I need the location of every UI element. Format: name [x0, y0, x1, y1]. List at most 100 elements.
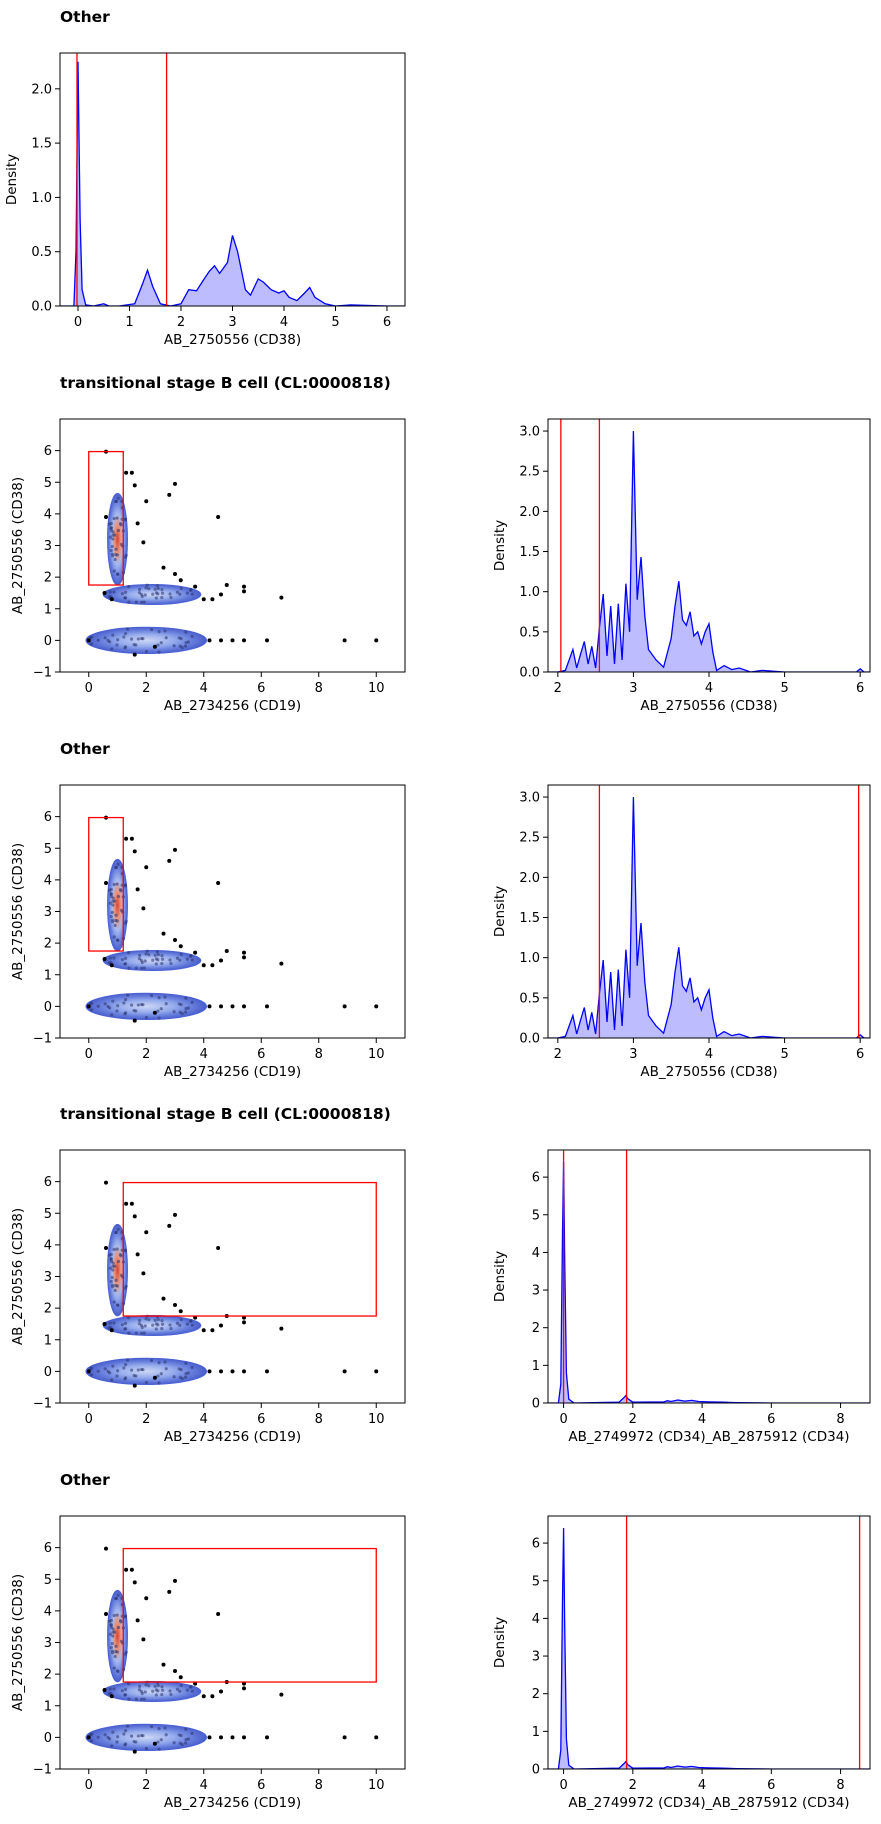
r5p1-scatter-point — [140, 1733, 144, 1738]
r4p1-scatter-point — [111, 1364, 115, 1368]
r3p1-scatter-point — [179, 1003, 183, 1007]
r5p1-scatter-point — [116, 1625, 121, 1630]
r2p1-scatter-point — [155, 584, 159, 588]
r3p1-scatter-point — [123, 1011, 128, 1015]
r2p1-scatter-point — [168, 592, 172, 596]
r5p1-ytick-label: 2 — [44, 1668, 52, 1683]
r5p1-outlier-point — [86, 1735, 91, 1740]
r1p1-ytick-label: 0.5 — [31, 245, 52, 260]
r3p1-scatter-point — [134, 966, 138, 970]
r3p1-scatter-point — [118, 888, 123, 892]
r2p1-outlier-point — [201, 597, 206, 602]
r5p1-outlier-point — [124, 1567, 129, 1572]
r3p1-scatter-point — [163, 995, 167, 999]
r5p1-scatter-point — [123, 1652, 128, 1656]
r5p1-xtick-label: 8 — [315, 1778, 323, 1793]
r3p1-ytick-label: 3 — [44, 905, 52, 920]
r3p1-scatter-point — [116, 1004, 120, 1008]
r4p1-scatter-point — [185, 1322, 189, 1326]
r3p1-scatter-point — [190, 958, 194, 962]
r3p1-scatter-point — [142, 966, 146, 970]
r5p1-scatter-point — [178, 1689, 182, 1693]
r3p1-scatter-point — [144, 952, 148, 956]
r3p1-scatter-point — [126, 993, 130, 997]
r4p1-scatter-point — [123, 1363, 128, 1367]
r4p2-ytick-label: 2 — [532, 1321, 540, 1336]
r5p1-outlier-point — [242, 1735, 246, 1740]
r5p1-gate-rect — [122, 1547, 377, 1683]
r3p1-scatter-point — [113, 923, 117, 928]
r3p1-ytick-label: 6 — [44, 810, 52, 825]
row-4-panel-1: 0 2 4 6 8 10 −1 0 1 2 3 4 5 6 AB_2734256 (CD19) AB_2750… — [10, 1149, 406, 1445]
r4p2-ytick-label: 3 — [532, 1284, 540, 1299]
r4p1-xtick-label: 0 — [85, 1412, 93, 1427]
r3p1-scatter-point — [114, 865, 119, 869]
r4p1-scatter-point — [109, 1259, 114, 1263]
r2p2-ytick-label: 0.5 — [519, 625, 540, 640]
r5p1-scatter-point — [127, 1697, 131, 1701]
row-4: transitional stage B cell (CL:0000818) 0 2… — [10, 1105, 871, 1445]
r5p1-outlier-point — [104, 1546, 108, 1551]
r4p1-scatter-point — [154, 1327, 158, 1331]
r5p1-scatter-point — [157, 1747, 161, 1751]
r5p1-scatter-point — [107, 1619, 111, 1623]
r2p1-scatter-point — [111, 554, 115, 558]
r3p1-outlier-point — [173, 847, 177, 852]
r3p1-scatter-point — [157, 1016, 161, 1020]
r3p1-ytick-label: 4 — [44, 873, 52, 888]
r4p1-outlier-point — [135, 1252, 140, 1257]
r3p2-ytick-label: 1.0 — [519, 951, 540, 966]
r3p1-xtick-label: 2 — [142, 1047, 150, 1062]
r2p2-xtick-label: 4 — [705, 681, 713, 696]
r4p1-scatter-point — [123, 1327, 127, 1331]
r2p1-outlier-point — [132, 652, 137, 657]
r2p1-scatter-point — [143, 593, 147, 597]
r2p1-outlier-point — [144, 499, 149, 504]
r3p1-outlier-point — [207, 1004, 212, 1009]
r1p1-xlabel: AB_2750556 (CD38) — [164, 332, 301, 348]
r2p1-scatter-point — [179, 586, 183, 591]
r4p1-outlier-point — [161, 1296, 166, 1301]
r3p1-scatter-point — [140, 1002, 144, 1007]
r2p1-outlier-point — [242, 584, 246, 589]
r4p1-scatter-point — [123, 1321, 128, 1325]
r2p1-xlabel: AB_2734256 (CD19) — [164, 698, 301, 714]
r2p1-scatter-point — [188, 588, 193, 592]
r2p1-outlier-point — [104, 515, 108, 520]
row-1-panel-1: 0 1 2 3 4 5 6 0.0 0.5 1.0 1.5 2.0 AB_2750556 (CD38) D… — [4, 52, 406, 348]
r3p2-xtick-label: 4 — [705, 1047, 713, 1062]
r5p1-outlier-point — [374, 1735, 379, 1740]
r4p1-outlier-point — [144, 1230, 149, 1235]
r2p1-outlier-point — [219, 592, 223, 597]
r2p2-ytick-label: 2.5 — [519, 465, 540, 480]
r3p1-ytick-label: 5 — [44, 842, 52, 857]
r5p1-scatter-point — [126, 1682, 131, 1686]
r5p1-outlier-point — [342, 1735, 347, 1740]
r2p1-scatter-point — [115, 643, 119, 647]
r2p1-scatter-point — [106, 638, 110, 643]
r5p1-outlier-point — [201, 1694, 206, 1699]
r2p1-scatter-point — [107, 595, 111, 599]
r3p1-outlier-point — [109, 963, 114, 968]
r4p1-outlier-point — [86, 1369, 91, 1374]
r5p1-scatter-point — [109, 1625, 114, 1629]
r5p1-xtick-label: 10 — [368, 1778, 385, 1793]
r2p1-scatter-point — [142, 600, 146, 604]
r3p1-outlier-point — [86, 1004, 91, 1009]
r5p1-outlier-point — [216, 1612, 221, 1617]
r5p1-scatter-point — [111, 1634, 115, 1638]
r3p1-outlier-point — [178, 944, 183, 949]
r4p1-scatter-point — [169, 1326, 173, 1331]
r2p1-scatter-point — [103, 636, 107, 640]
r2p1-outlier-point — [207, 638, 212, 643]
r3p1-outlier-point — [161, 931, 166, 936]
r3p1-scatter-point — [179, 952, 183, 957]
r4p1-scatter-point — [153, 1318, 157, 1322]
row-title: Other — [60, 8, 110, 26]
r3p1-outlier-point — [173, 937, 177, 942]
r4p1-xtick-label: 10 — [368, 1412, 385, 1427]
r4p2-xlabel: AB_2749972 (CD34)_AB_2875912 (CD34) — [568, 1429, 849, 1445]
r4p1-outlier-point — [265, 1369, 269, 1374]
r3p1-scatter-point — [113, 899, 117, 903]
r2p1-scatter-point — [147, 587, 151, 591]
